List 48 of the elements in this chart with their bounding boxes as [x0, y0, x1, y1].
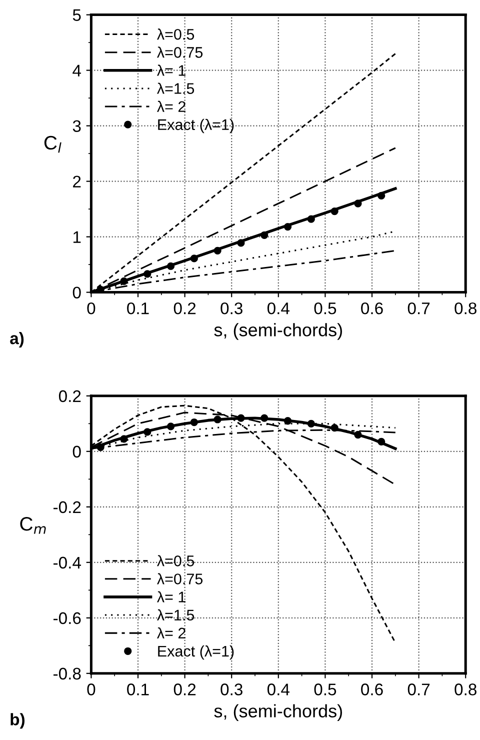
y-axis-title: C$_{l}$ — [44, 136, 62, 153]
y-tick-label: 1 — [73, 231, 81, 243]
y-tick-label: 4 — [72, 64, 81, 76]
x-tick-label: 0.6 — [361, 302, 383, 314]
x-tick-label: 0.8 — [454, 684, 476, 696]
text: b) — [10, 713, 24, 729]
x-tick-label: 0.2 — [174, 684, 196, 696]
y-tick-label: -0.8 — [54, 668, 81, 680]
legend-label: λ=0.75 — [157, 573, 203, 584]
y-tick-label: -0.4 — [54, 556, 81, 569]
x-tick-label: 0 — [87, 684, 96, 696]
x-tick-label: 0.4 — [267, 302, 290, 314]
legend-label: λ= 2 — [157, 627, 186, 638]
y-tick-label: 2 — [73, 176, 81, 188]
legend-label: λ= 1 — [157, 64, 186, 76]
legend-label: λ=0.5 — [157, 555, 194, 566]
x-tick-label: 0 — [87, 302, 96, 314]
x-tick-label: 0.3 — [220, 302, 242, 314]
y-tick-label: 0 — [72, 446, 81, 458]
x-tick-label: 0.5 — [314, 302, 336, 314]
x-tick-label: 0.5 — [314, 684, 336, 696]
y-axis-title: C$_{m}$ — [20, 517, 46, 534]
x-tick-label: 0.1 — [127, 302, 149, 314]
y-tick-label: -0.2 — [54, 501, 81, 514]
x-tick-label: 0.8 — [454, 302, 476, 314]
x-tick-label: 0.7 — [408, 684, 430, 696]
y-tick-label: 0 — [72, 286, 81, 299]
y-tick-label: -0.6 — [54, 612, 81, 624]
legend-label: λ= 2 — [157, 100, 186, 112]
y-tick-label: 3 — [72, 120, 81, 132]
x-tick-label: 0.1 — [127, 684, 149, 696]
x-axis-title: s, (semi-chords) — [214, 323, 342, 340]
legend-label: Exact (λ=1) — [158, 118, 234, 134]
x-tick-label: 0.4 — [267, 684, 290, 696]
legend-label: λ=1.5 — [157, 609, 194, 621]
text: a) — [10, 332, 24, 348]
x-tick-label: 0.7 — [408, 302, 430, 314]
x-tick-label: 0.6 — [361, 684, 383, 696]
legend-label: λ=0.75 — [157, 46, 203, 58]
x-tick-label: 0.2 — [174, 302, 196, 314]
y-tick-label: 0.2 — [58, 390, 81, 402]
x-tick-label: 0.3 — [220, 684, 242, 696]
legend-label: λ=1.5 — [157, 82, 194, 94]
legend-label: λ= 1 — [157, 591, 186, 602]
legend-label: λ=0.5 — [157, 28, 194, 40]
x-axis-title: s, (semi-chords) — [214, 704, 342, 722]
legend-label: Exact (λ=1) — [158, 645, 234, 660]
y-tick-label: 5 — [72, 9, 81, 22]
